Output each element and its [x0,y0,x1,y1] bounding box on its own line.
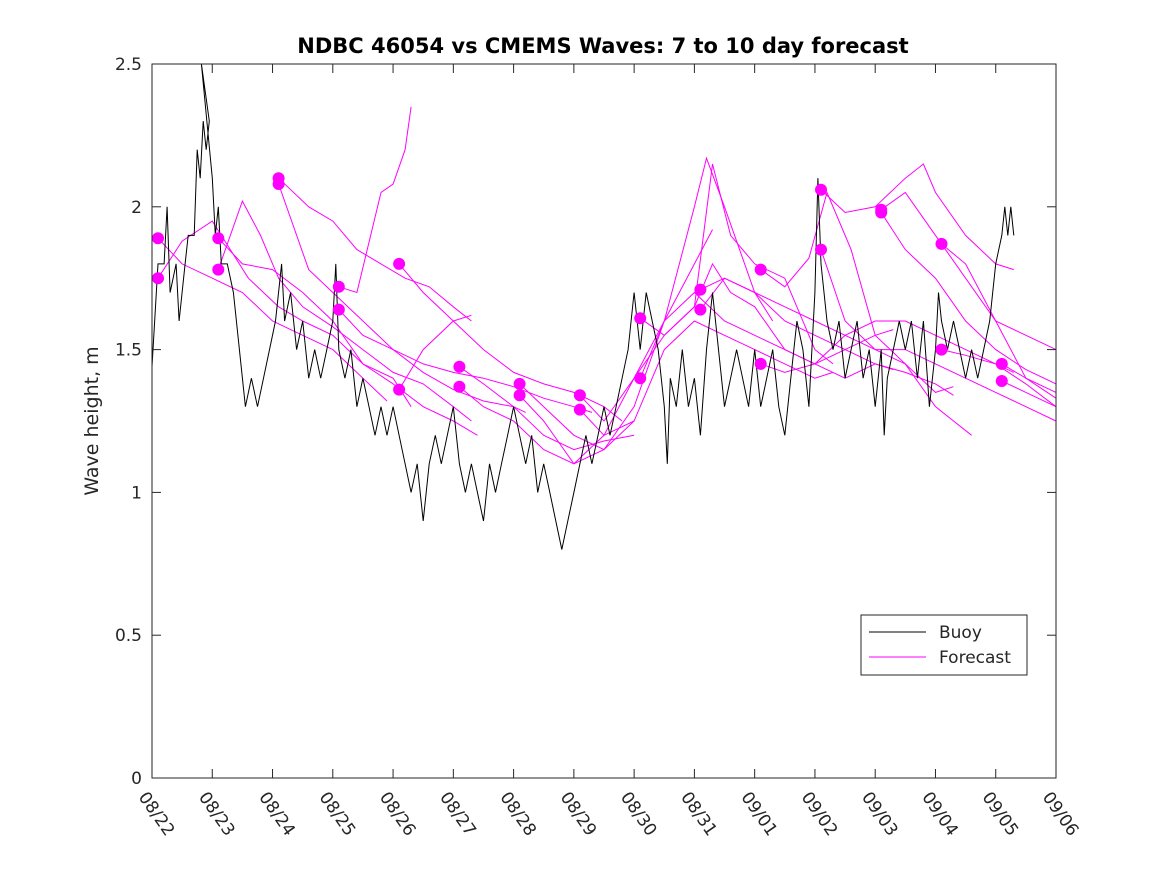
forecast-start-marker-29 [995,357,1008,370]
forecast-line-30 [1001,380,1057,408]
forecast-start-marker-6 [272,178,285,190]
forecast-line-20 [700,277,954,393]
plot-area [151,63,1057,550]
forecast-start-marker-9 [393,257,406,270]
forecast-line-25 [880,191,1057,351]
forecast-start-marker-16 [573,403,586,416]
forecast-start-marker-28 [935,343,948,356]
x-tick-label: 09/01 [737,788,781,840]
forecast-start-marker-10 [393,383,406,396]
forecast-start-marker-27 [935,237,948,250]
forecast-start-marker-26 [875,206,888,219]
forecast-start-marker-12 [453,380,466,393]
forecast-start-marker-17 [634,312,647,325]
forecast-line-5 [278,177,472,322]
forecast-start-marker-22 [754,357,767,370]
legend: Buoy Forecast [860,614,1028,676]
x-tick-label: 08/24 [254,788,298,840]
x-tick-label: 08/23 [194,788,238,840]
x-tick-label: 09/04 [917,788,961,840]
forecast-start-marker-30 [995,375,1008,387]
forecast-start-marker-24 [815,243,827,256]
forecast-line-15 [579,163,834,422]
x-tick-label: 08/27 [435,788,479,840]
y-tick-label: 0.5 [115,626,142,646]
forecast-line-14 [519,156,774,465]
x-tick-label: 09/02 [797,788,841,840]
forecast-start-marker-2 [152,272,164,285]
y-axis-label: Wave height, m [81,346,103,495]
x-tick-label: 08/26 [375,788,419,840]
y-tick-label: 2 [131,198,142,218]
forecast-line-23 [820,163,1014,271]
forecast-line-18 [639,291,894,379]
forecast-line-4 [217,199,472,422]
x-tick-label: 09/06 [1038,788,1082,840]
forecast-line-22 [760,320,1015,373]
forecast-line-26 [880,212,1057,385]
forecast-line-16 [579,320,834,436]
x-tick-label: 09/03 [857,788,901,840]
forecast-start-marker-15 [573,389,586,402]
x-tick-label: 08/25 [315,788,359,840]
legend-box [860,614,1028,676]
forecast-line-2 [157,220,412,407]
forecast-line-7 [338,106,412,294]
x-tick-label: 08/29 [556,788,600,840]
x-tick-label: 08/28 [496,788,540,840]
x-tick-label: 09/05 [978,788,1022,840]
forecast-line-21 [760,190,972,436]
forecast-start-marker-7 [332,280,345,293]
forecast-start-marker-18 [634,372,647,385]
forecast-start-marker-23 [815,183,827,196]
forecast-line-9 [398,263,623,422]
y-tick-label: 2.5 [115,55,142,75]
forecast-line-24 [820,249,1057,422]
x-tick-label: 08/22 [134,788,178,840]
y-tick-label: 1 [131,483,142,503]
x-tick-label: 08/30 [616,788,660,840]
y-tick-label: 0 [131,769,142,789]
axes-box [151,63,1057,779]
forecast-line-8 [338,309,593,413]
y-tick-label: 1.5 [115,341,142,361]
forecast-line-27 [941,243,1057,399]
forecast-line-10 [398,314,472,390]
y-axis-ticks: 0 0.5 1 1.5 2 2.5 [115,55,1056,789]
forecast-start-marker-19 [694,283,707,296]
forecast-line-29 [1001,363,1057,393]
legend-forecast-label: Forecast [939,648,1011,668]
forecast-line-6 [278,183,526,413]
forecast-start-marker-11 [453,360,466,373]
buoy-line [151,63,1015,550]
forecast-start-marker-13 [513,377,526,390]
x-tick-label: 08/31 [676,788,720,840]
forecast-start-marker-21 [754,263,767,276]
chart-title: NDBC 46054 vs CMEMS Waves: 7 to 10 day f… [297,34,908,58]
forecast-line-17 [639,262,894,379]
legend-buoy-label: Buoy [939,623,982,643]
forecast-start-marker-3 [212,232,225,245]
forecast-start-marker-14 [513,389,526,402]
forecast-start-marker-20 [694,303,707,316]
forecast-start-marker-8 [332,303,345,316]
forecast-line-28 [941,349,1057,408]
forecast-start-marker-4 [212,263,225,276]
forecast-line-3 [217,237,478,436]
forecast-line-11 [459,366,635,451]
forecast-start-marker-1 [152,232,164,245]
